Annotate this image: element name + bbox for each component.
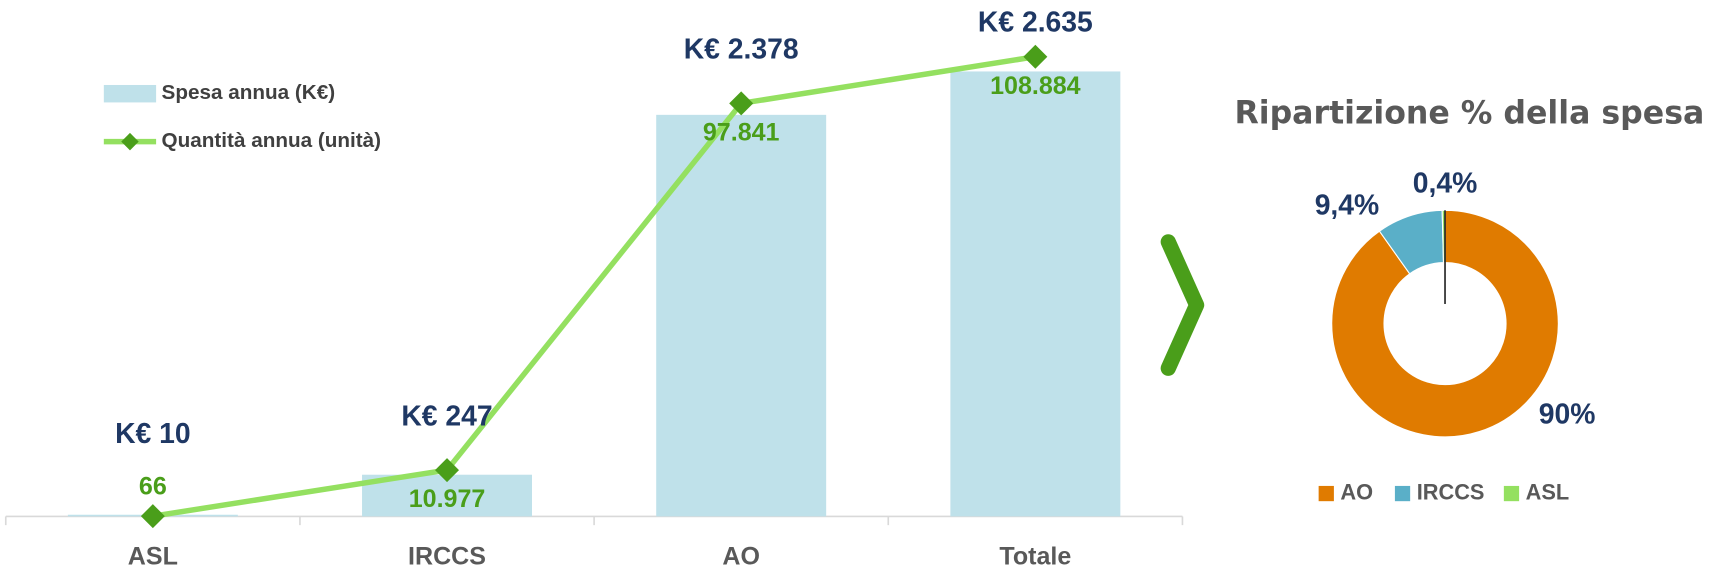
legend-swatch <box>1394 485 1411 502</box>
line-value-label: 66 <box>139 472 167 500</box>
line-value-label: 97.841 <box>703 118 780 146</box>
x-tick-label: ASL <box>128 542 178 570</box>
chevron <box>1160 234 1205 376</box>
legend-label: Quantità annua (unità) <box>162 129 382 152</box>
donut-slice <box>1331 209 1559 438</box>
legend-swatch <box>103 84 157 103</box>
x-tick-label: Totale <box>999 542 1071 570</box>
legend-marker <box>121 132 139 151</box>
x-tick-label: IRCCS <box>408 542 486 570</box>
legend-label: Spesa annua (K€) <box>162 81 336 104</box>
legend-label: AO <box>1340 479 1373 504</box>
bar <box>950 71 1121 517</box>
donut-value-label: 9,4% <box>1315 189 1380 221</box>
donut-value-label: 0,4% <box>1413 168 1478 200</box>
donut-value-label: 90% <box>1539 399 1596 431</box>
bar-value-label: K€ 10 <box>115 418 191 450</box>
legend-swatch <box>1318 485 1334 502</box>
line-marker <box>1023 44 1048 69</box>
line-marker <box>729 91 754 116</box>
line-marker <box>140 504 165 529</box>
bar-value-label: K€ 247 <box>401 400 492 432</box>
legend-label: IRCCS <box>1417 479 1485 504</box>
chart-title: Ripartizione % della spesa <box>1234 95 1704 131</box>
line <box>152 54 1036 519</box>
x-tick-label: AO <box>722 542 760 570</box>
legend-swatch <box>1503 485 1520 502</box>
line-value-label: 108.884 <box>990 72 1081 100</box>
bar-value-label: K€ 2.635 <box>978 6 1093 38</box>
legend-label: ASL <box>1526 479 1570 504</box>
line-value-label: 10.977 <box>409 485 486 513</box>
bar <box>656 114 827 517</box>
bar-value-label: K€ 2.378 <box>684 34 799 66</box>
